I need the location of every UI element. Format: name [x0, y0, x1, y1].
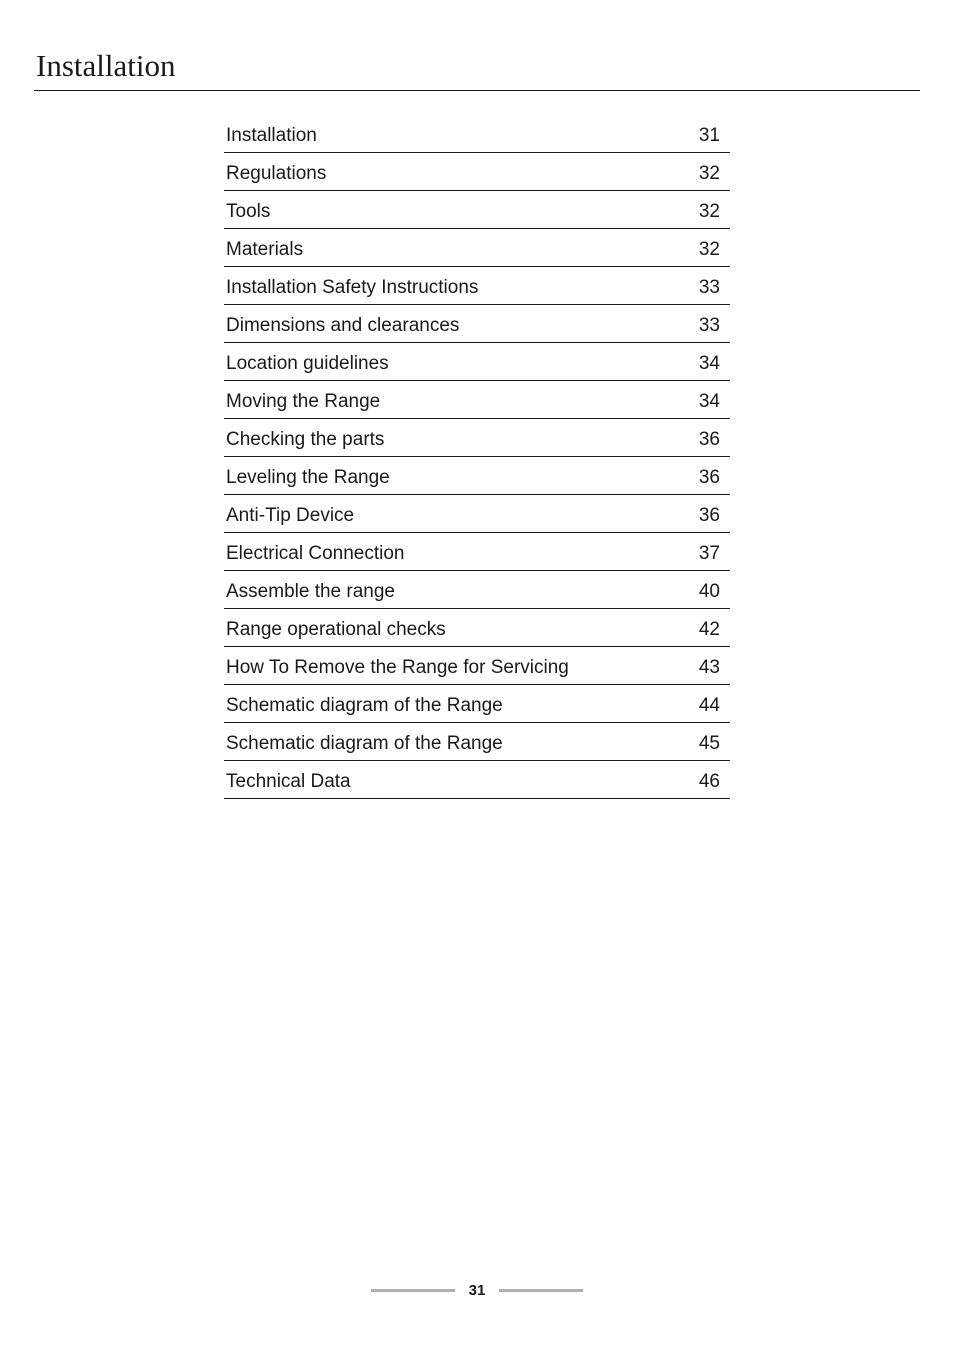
toc-page-number: 33: [699, 277, 730, 299]
toc-row: Technical Data 46: [224, 761, 730, 799]
toc-page-number: 40: [699, 581, 730, 603]
toc-row: Anti-Tip Device 36: [224, 495, 730, 533]
toc-row: Installation 31: [224, 115, 730, 153]
toc-row: Range operational checks 42: [224, 609, 730, 647]
toc-label: Dimensions and clearances: [224, 315, 459, 337]
toc-label: Tools: [224, 201, 270, 223]
toc-row: Checking the parts 36: [224, 419, 730, 457]
toc-page-number: 34: [699, 391, 730, 413]
toc-page-number: 32: [699, 239, 730, 261]
toc-row: Dimensions and clearances 33: [224, 305, 730, 343]
toc-label: Checking the parts: [224, 429, 384, 451]
toc-page-number: 36: [699, 467, 730, 489]
toc-label: Materials: [224, 239, 303, 261]
toc-label: How To Remove the Range for Servicing: [224, 657, 569, 679]
toc-page-number: 45: [699, 733, 730, 755]
toc-label: Regulations: [224, 163, 326, 185]
toc-page-number: 43: [699, 657, 730, 679]
toc-row: How To Remove the Range for Servicing 43: [224, 647, 730, 685]
toc-label: Leveling the Range: [224, 467, 390, 489]
toc-page-number: 44: [699, 695, 730, 717]
page-footer: 31: [0, 1282, 954, 1299]
toc-row: Leveling the Range 36: [224, 457, 730, 495]
toc-label: Electrical Connection: [224, 543, 404, 565]
footer-rule-right: [499, 1289, 583, 1292]
toc-label: Installation: [224, 125, 317, 147]
section-title: Installation: [34, 48, 920, 91]
toc-row: Tools 32: [224, 191, 730, 229]
toc-label: Moving the Range: [224, 391, 380, 413]
footer-rule-left: [371, 1289, 455, 1292]
toc-row: Assemble the range 40: [224, 571, 730, 609]
toc-row: Materials 32: [224, 229, 730, 267]
toc-label: Assemble the range: [224, 581, 395, 603]
toc-row: Moving the Range 34: [224, 381, 730, 419]
table-of-contents: Installation 31 Regulations 32 Tools 32 …: [224, 115, 730, 799]
toc-page-number: 32: [699, 163, 730, 185]
toc-page-number: 33: [699, 315, 730, 337]
toc-page-number: 37: [699, 543, 730, 565]
toc-row: Regulations 32: [224, 153, 730, 191]
toc-label: Technical Data: [224, 771, 351, 793]
toc-label: Schematic diagram of the Range: [224, 733, 503, 755]
toc-row: Location guidelines 34: [224, 343, 730, 381]
toc-page-number: 36: [699, 429, 730, 451]
toc-page-number: 34: [699, 353, 730, 375]
toc-label: Anti-Tip Device: [224, 505, 354, 527]
toc-row: Schematic diagram of the Range 45: [224, 723, 730, 761]
toc-label: Location guidelines: [224, 353, 389, 375]
toc-row: Schematic diagram of the Range 44: [224, 685, 730, 723]
toc-page-number: 31: [699, 125, 730, 147]
toc-page-number: 46: [699, 771, 730, 793]
toc-label: Schematic diagram of the Range: [224, 695, 503, 717]
toc-page-number: 32: [699, 201, 730, 223]
page-number: 31: [469, 1282, 486, 1299]
toc-row: Electrical Connection 37: [224, 533, 730, 571]
toc-page-number: 42: [699, 619, 730, 641]
toc-label: Installation Safety Instructions: [224, 277, 478, 299]
toc-page-number: 36: [699, 505, 730, 527]
toc-label: Range operational checks: [224, 619, 446, 641]
toc-row: Installation Safety Instructions 33: [224, 267, 730, 305]
